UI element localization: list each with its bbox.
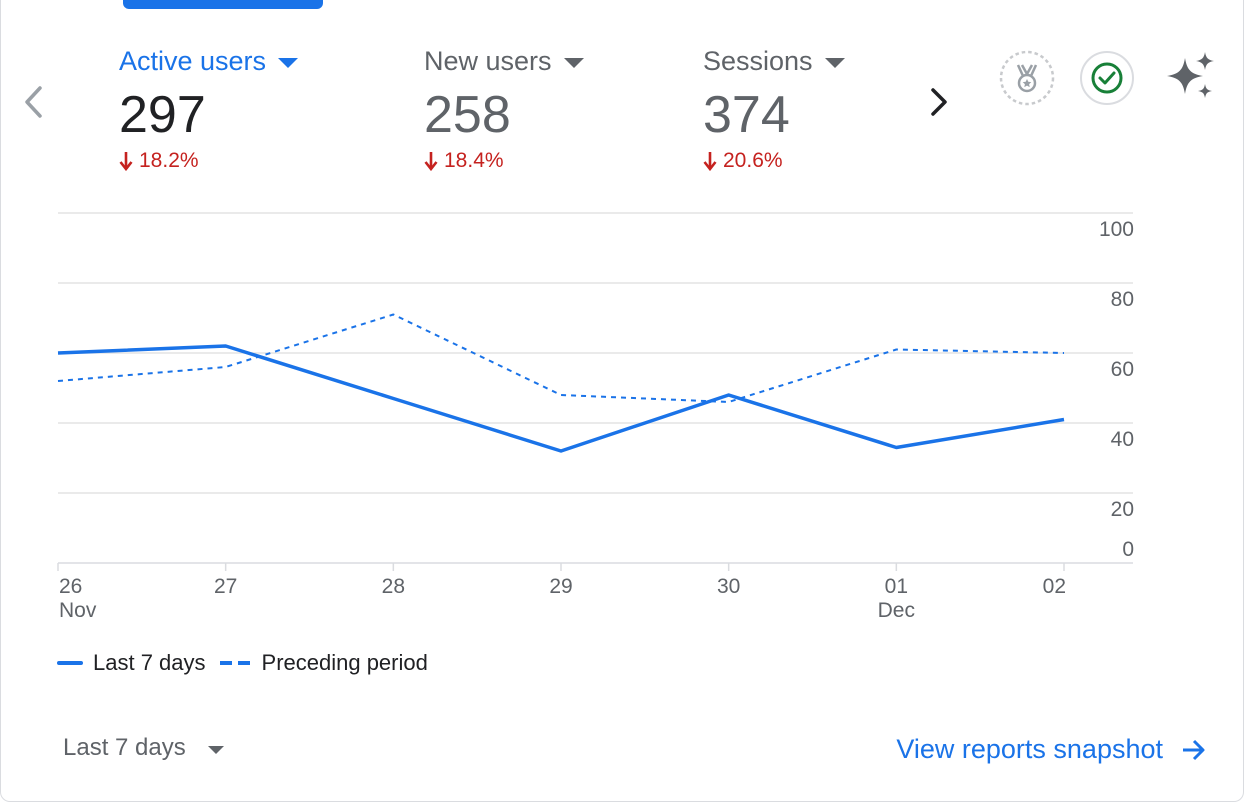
legend-item-last-7-days[interactable]: Last 7 days [57,650,206,676]
metric-new-users[interactable]: New users 258 18.4% [424,46,584,173]
x-tick-label: 02 [1043,575,1066,598]
y-tick-label: 0 [1122,538,1134,561]
caret-down-icon [563,58,584,68]
legend-label: Last 7 days [93,650,206,675]
check-circle-icon[interactable] [1079,50,1135,106]
y-tick-label: 80 [1111,288,1134,311]
x-tick-label: 30 [717,575,740,598]
caret-down-icon [207,745,224,754]
metric-label: Active users [119,46,267,76]
metric-value: 297 [119,86,206,144]
arrow-down-icon [424,152,438,171]
legend-item-preceding-period[interactable]: Preceding period [219,650,428,676]
legend-dashed-swatch [219,661,252,665]
chart-legend: Last 7 days Preceding period [57,650,428,676]
series-line-preceding-period [57,313,1065,403]
chevron-right-icon[interactable] [921,84,957,120]
caret-down-icon [278,58,299,68]
y-tick-label: 40 [1111,428,1134,451]
x-tick-label: 01 [885,575,908,598]
medal-badge-icon[interactable] [999,50,1055,106]
chevron-left-icon[interactable] [16,84,52,120]
metric-change: 18.4% [444,149,504,172]
date-range-label: Last 7 days [63,734,186,761]
x-tick-label: 29 [549,575,572,598]
view-reports-snapshot-link[interactable]: View reports snapshot [896,734,1207,765]
metric-change: 18.2% [139,149,199,172]
arrow-down-icon [703,152,717,171]
active-tab-indicator [123,0,323,9]
metric-value: 374 [703,86,790,144]
y-tick-label: 60 [1111,358,1134,381]
series-line-last-7-days [57,344,1065,453]
metric-active-users[interactable]: Active users 297 18.2% [119,46,299,173]
x-tick-sublabel: Dec [878,599,915,622]
metric-change: 20.6% [723,149,783,172]
metric-value: 258 [424,86,511,144]
caret-down-icon [824,58,845,68]
sparkle-icon[interactable] [1163,50,1219,106]
x-tick-label: 27 [214,575,237,598]
metric-label: Sessions [703,46,813,76]
date-range-dropdown[interactable]: Last 7 days [63,734,224,762]
legend-label: Preceding period [261,650,428,675]
metric-label: New users [424,46,552,76]
y-tick-label: 20 [1111,498,1134,521]
metric-sessions[interactable]: Sessions 374 20.6% [703,46,845,173]
x-tick-sublabel: Nov [59,599,97,622]
x-tick-label: 28 [382,575,405,598]
y-tick-label: 100 [1099,218,1134,241]
snapshot-link-label: View reports snapshot [896,734,1163,764]
arrow-down-icon [119,152,133,171]
legend-solid-swatch [57,661,83,665]
arrow-right-icon [1183,739,1205,760]
x-tick-label: 26 [59,575,82,598]
